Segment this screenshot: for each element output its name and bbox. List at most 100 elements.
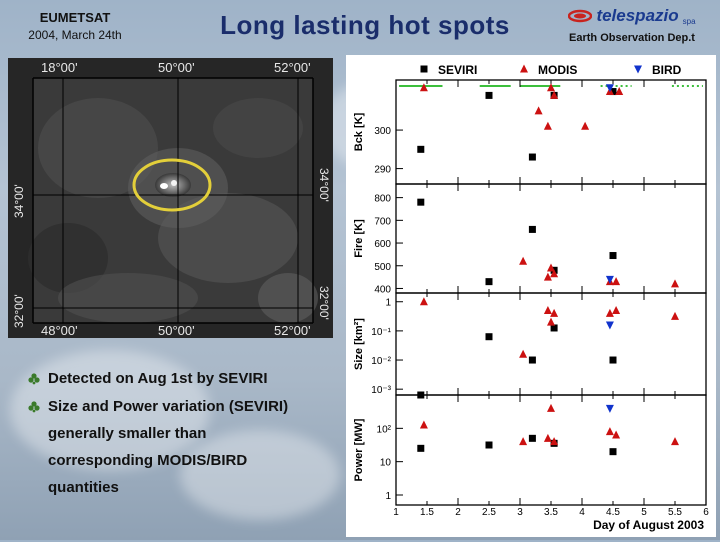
x-tick-label: 4: [579, 507, 585, 518]
bullet-line: generally smaller than: [48, 425, 207, 442]
bullet-text-block: Size and Power variation (SEVIRI) genera…: [48, 393, 288, 501]
top-lon-label: 50°00': [158, 60, 195, 75]
data-point: [547, 263, 555, 272]
data-point: [612, 277, 621, 286]
bottom-lon-label: 48°00': [41, 323, 78, 338]
header-left: EUMETSAT 2004, March 24th: [10, 10, 140, 42]
satellite-image-canvas: 18°00' 50°00' 52°00' 48°00' 50°00' 52°00…: [8, 58, 333, 338]
satellite-image: 18°00' 50°00' 52°00' 48°00' 50°00' 52°00…: [8, 58, 333, 338]
data-point: [609, 356, 617, 364]
data-point: [550, 308, 559, 317]
data-point: [605, 427, 614, 436]
data-point: [605, 321, 614, 330]
y-tick-label: 300: [374, 126, 391, 137]
data-point: [417, 444, 425, 452]
bullet-text: Detected on Aug 1st by SEVIRI: [48, 370, 268, 387]
bottom-lon-label: 52°00': [274, 323, 311, 338]
data-point: [550, 90, 559, 99]
background-cloud: [180, 430, 340, 520]
chart-canvas: SEVIRI MODIS BIRD 290 300 Bck [K] 400 500 600 700…: [353, 63, 709, 532]
logo-text: telespazio: [596, 6, 679, 25]
y-tick-label: 10⁻¹: [371, 327, 391, 338]
list-item: Detected on Aug 1st by SEVIRI: [28, 370, 348, 388]
bullet-line: corresponding MODIS/BIRD: [48, 452, 248, 469]
y-axis-label: Power [MW]: [353, 418, 365, 481]
presentation-date: 2004, March 24th: [28, 28, 122, 42]
x-tick-label: 1.5: [420, 507, 434, 518]
y-axis-label: Fire [K]: [353, 219, 365, 258]
x-tick-label: 4.5: [606, 507, 620, 518]
bullet-list: Detected on Aug 1st by SEVIRI Size and P…: [28, 370, 348, 511]
data-point: [547, 83, 555, 92]
bullet-line: quantities: [48, 479, 119, 496]
bullet-line: Size and Power variation (SEVIRI): [48, 398, 289, 415]
data-point: [419, 420, 428, 429]
data-point: [417, 145, 425, 153]
data-point: [543, 121, 552, 130]
data-point: [609, 252, 617, 260]
diamond-bullet-icon: [28, 401, 40, 413]
data-point: [519, 437, 528, 446]
data-point: [671, 437, 679, 446]
legend-marker: [420, 65, 428, 73]
data-point: [609, 88, 617, 96]
data-point: [485, 441, 493, 449]
data-point: [615, 87, 624, 96]
x-tick-label: 1: [393, 507, 399, 518]
y-tick-label: 10⁻²: [371, 356, 391, 367]
data-point: [419, 297, 428, 306]
y-tick-label: 500: [374, 262, 391, 273]
y-tick-label: 10: [380, 458, 392, 469]
y-tick-label: 800: [374, 194, 391, 205]
bottom-lon-label: 50°00': [158, 323, 195, 338]
data-point: [485, 333, 493, 341]
x-tick-label: 5: [641, 507, 647, 518]
x-tick-label: 3: [517, 507, 523, 518]
data-point: [550, 269, 559, 278]
diamond-bullet-icon: [28, 373, 40, 385]
data-point: [581, 121, 590, 130]
data-point: [612, 430, 621, 439]
data-point: [543, 305, 552, 314]
data-point: [485, 278, 493, 286]
data-point: [671, 279, 679, 288]
x-tick-label: 2.5: [482, 507, 496, 518]
data-point: [417, 198, 425, 206]
data-point: [528, 225, 536, 233]
org-name: EUMETSAT: [39, 10, 111, 25]
legend-marker: [634, 65, 642, 74]
department-label: Earth Observation Dep.t: [569, 32, 695, 44]
telespazio-logo: telespazio spa: [552, 6, 712, 26]
data-point: [543, 433, 552, 442]
y-tick-label: 1: [385, 298, 391, 309]
data-point: [547, 317, 555, 326]
logo-suffix: spa: [682, 17, 696, 26]
background-cloud: [10, 350, 210, 470]
left-lat-label: 32°00': [12, 294, 26, 328]
data-point: [419, 83, 428, 92]
data-point: [547, 403, 555, 412]
data-point: [519, 256, 528, 265]
data-point: [612, 305, 621, 314]
x-tick-label: 2: [455, 507, 461, 518]
y-axis-label: Bck [K]: [353, 112, 365, 151]
y-tick-label: 700: [374, 216, 391, 227]
data-point: [528, 356, 536, 364]
data-point: [519, 349, 528, 358]
page-title: Long lasting hot spots: [220, 10, 510, 40]
hot-spot-marker: [160, 183, 168, 189]
data-point: [605, 308, 614, 317]
data-point: [485, 91, 493, 99]
y-tick-label: 600: [374, 239, 391, 250]
legend-label: SEVIRI: [438, 63, 477, 77]
left-lat-label: 34°00': [12, 184, 26, 218]
legend-label: MODIS: [538, 63, 577, 77]
top-lon-label: 52°00': [274, 60, 311, 75]
x-tick-label: 3.5: [544, 507, 558, 518]
legend-marker: [520, 64, 528, 73]
panel-frame: [395, 292, 707, 396]
x-tick-label: 6: [703, 507, 709, 518]
data-point: [671, 311, 679, 320]
top-lon-label: 18°00': [41, 60, 78, 75]
data-point: [550, 437, 559, 446]
